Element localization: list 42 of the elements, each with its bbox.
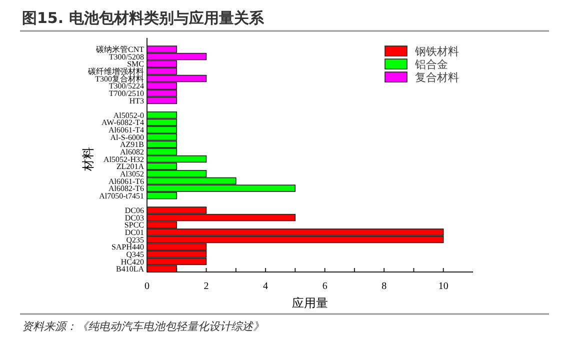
y-tick-label: SAPH440 [112,242,144,252]
y-tick-label: SPCC [124,220,144,230]
x-tick-label: 4 [263,281,268,292]
y-tick-label: Al6061-T6 [108,176,144,186]
y-tick-label: Al7050-t7451 [99,191,144,200]
x-tick-label: 0 [144,281,150,292]
y-tick-label: T300/5208 [108,52,144,62]
y-tick-label: Al6082-T6 [108,184,144,194]
y-tick-label: 碳纳米管CNT [95,45,144,54]
y-tick-label: DC06 [124,206,144,216]
y-tick-label: Al5052-H32 [104,154,144,164]
y-tick-label: ZL201A [116,162,144,172]
y-axis-title: 材料 [81,147,95,172]
legend-label: 钢铁材料 [414,45,459,58]
x-tick-label: 2 [204,281,209,292]
y-tick-label: B410LA [116,264,144,274]
y-tick-label: T300/5224 [108,82,144,91]
x-tick-label: 8 [382,281,387,292]
x-axis-title: 应用量 [292,296,328,310]
y-tick-label: Q235 [126,235,144,244]
legend-label: 铝合金 [414,58,448,71]
y-tick-label: HC420 [120,257,144,266]
legend-label: 复合材料 [415,71,459,84]
y-tick-label: T700/2510 [108,88,144,98]
text: 资料来源：《纯电动汽车电池包轻量化设计综述》 [22,320,264,333]
y-tick-label: DC01 [124,228,144,237]
y-tick-label: Al6061-T4 [108,126,144,135]
y-tick-label: DC03 [124,213,144,222]
y-tick-label: Al-S-6000 [110,132,144,142]
x-tick-label: 10 [438,281,448,292]
y-tick-label: HT3 [129,96,144,106]
y-tick-label: T300复合材料 [95,74,144,84]
y-tick-label: Al5052-0 [113,110,144,120]
x-tick-label: 6 [322,281,328,292]
chart-title: 图15. 电池包材料类别与应用量关系 [22,9,265,27]
y-tick-label: AZ91B [120,140,144,150]
y-tick-label: AW-6082-T4 [102,118,144,128]
y-tick-label: Al3052 [120,169,144,178]
y-tick-label: 碳纤维增强材料 [87,66,144,76]
y-tick-label: Al6082 [120,147,144,156]
y-tick-label: SMC [127,60,144,69]
y-tick-label: Q345 [126,250,144,259]
